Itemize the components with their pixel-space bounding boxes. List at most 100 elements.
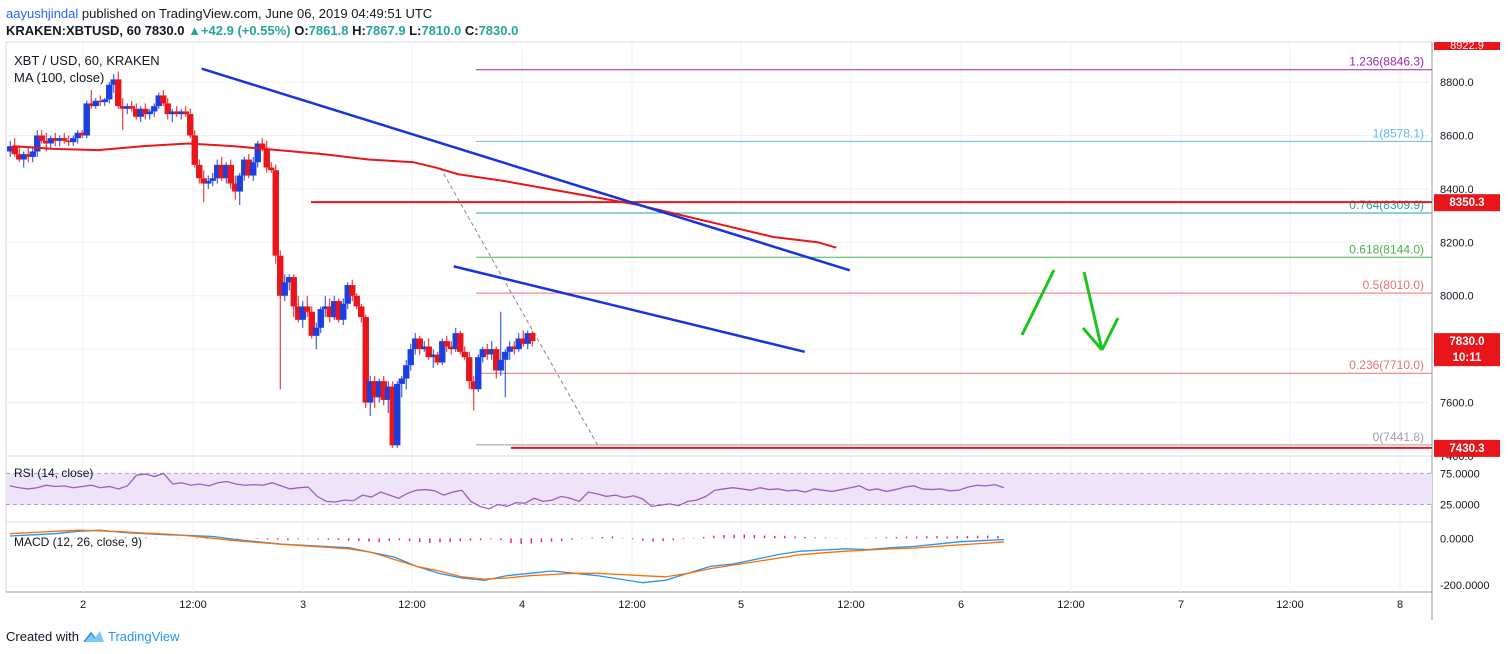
- macd-pane[interactable]: [5, 521, 1433, 593]
- price-tag-text: 7830.0: [1449, 336, 1484, 348]
- tradingview-logo-icon: [83, 631, 104, 643]
- candle-down: [119, 106, 126, 109]
- time-tick-label: 5: [738, 599, 744, 611]
- time-tick-label: 8: [1397, 599, 1403, 611]
- candle-up: [439, 341, 446, 363]
- candle-up: [479, 349, 486, 358]
- candle-down: [268, 167, 275, 171]
- footer: Created with TradingView: [6, 628, 180, 645]
- fib-level-label: 0.236(7710.0): [1349, 358, 1424, 372]
- symbol-label: KRAKEN:XBTUSD, 60: [6, 23, 142, 38]
- candle-down: [308, 311, 315, 336]
- macd-label: MACD (12, 26, close, 9): [14, 535, 142, 549]
- candle-down: [434, 354, 441, 363]
- candle-up: [340, 303, 347, 320]
- price-tick-label: 7600.0: [1440, 398, 1474, 410]
- candle-down: [25, 154, 32, 157]
- open-value: 7861.8: [308, 23, 349, 38]
- price-tag: [1434, 349, 1500, 367]
- candle-down: [362, 317, 369, 403]
- price-tick-label: 8200.0: [1440, 237, 1474, 249]
- candle-down: [187, 114, 194, 136]
- fib-level-label: 0.5(8010.0): [1363, 278, 1424, 292]
- candle-down: [358, 306, 365, 318]
- candle-up: [452, 333, 459, 350]
- high-value: 7867.9: [365, 23, 406, 38]
- rsi-line: [9, 472, 1005, 510]
- candle-down: [227, 164, 234, 184]
- high-label: H:: [352, 23, 366, 38]
- price-pane[interactable]: [5, 41, 1433, 457]
- candle-up: [515, 338, 522, 350]
- ma-indicator-label: MA (100, close): [14, 70, 104, 85]
- candle-down: [295, 306, 302, 320]
- candle-down: [164, 103, 171, 115]
- candle-up: [394, 383, 401, 446]
- price-tick-label: 8000.0: [1440, 291, 1474, 303]
- candle-up: [331, 301, 338, 318]
- candle-up: [313, 327, 320, 336]
- time-tick-label: 12:00: [618, 599, 646, 611]
- candle-down: [457, 333, 464, 352]
- candle-down: [484, 349, 491, 355]
- candle-up: [344, 285, 351, 304]
- candle-down: [142, 108, 149, 115]
- chart-title: XBT / USD, 60, KRAKEN: [14, 53, 160, 68]
- candle-up: [70, 138, 77, 143]
- candle-up: [250, 162, 257, 176]
- time-tick-label: 4: [519, 599, 525, 611]
- candle-down: [277, 255, 284, 296]
- candle-up: [92, 100, 99, 107]
- price-tick-label: 8400.0: [1440, 184, 1474, 196]
- price-change: +42.9 (+0.55%): [200, 23, 291, 38]
- candle-up: [524, 333, 531, 344]
- candle-up: [407, 349, 414, 366]
- candle-up: [29, 151, 36, 157]
- candle-up: [403, 365, 410, 379]
- ma100-line: [12, 142, 837, 249]
- candle-down: [263, 148, 270, 168]
- candle-up: [254, 143, 261, 163]
- rsi-tick-label: 25.0000: [1440, 499, 1480, 511]
- candle-down: [11, 146, 18, 155]
- bearish-arrow: [1081, 271, 1120, 351]
- candle-down: [461, 351, 468, 358]
- candle-up: [34, 135, 41, 152]
- candle-up: [241, 159, 248, 176]
- candle-up: [506, 346, 513, 352]
- candle-up: [223, 164, 230, 179]
- candle-up: [317, 309, 324, 328]
- price-tick-label: 8800.0: [1440, 77, 1474, 89]
- price-tick-label: 8600.0: [1440, 130, 1474, 142]
- candle-down: [200, 178, 207, 184]
- price-tag: [1434, 194, 1500, 212]
- candle-up: [56, 138, 63, 141]
- tradingview-brand-link[interactable]: TradingView: [108, 629, 180, 644]
- candle-down: [38, 135, 45, 141]
- candle-up: [20, 154, 27, 160]
- candle-down: [128, 106, 135, 109]
- candle-down: [380, 381, 387, 400]
- candle-down: [245, 159, 252, 176]
- candle-up: [83, 103, 90, 136]
- candle-down: [133, 108, 140, 117]
- time-tick-label: 2: [80, 599, 86, 611]
- macd-signal-line: [9, 529, 1005, 580]
- price-tag: [1434, 439, 1500, 457]
- candle-down: [191, 135, 198, 165]
- candle-down: [416, 338, 423, 350]
- candle-down: [520, 338, 527, 344]
- candle-down: [88, 103, 95, 107]
- fib-level-label: 1.236(8846.3): [1349, 55, 1424, 69]
- fib-level-label: 0.618(8144.0): [1349, 242, 1424, 256]
- major-bearish-trendline: [201, 67, 851, 272]
- candle-down: [115, 79, 122, 107]
- candle-down: [304, 306, 311, 312]
- candle-up: [110, 79, 117, 85]
- author-link[interactable]: aayushjindal: [6, 6, 79, 21]
- time-tick-label: 6: [958, 599, 964, 611]
- candle-up: [412, 338, 419, 350]
- candle-down: [232, 183, 239, 192]
- candle-up: [74, 132, 81, 139]
